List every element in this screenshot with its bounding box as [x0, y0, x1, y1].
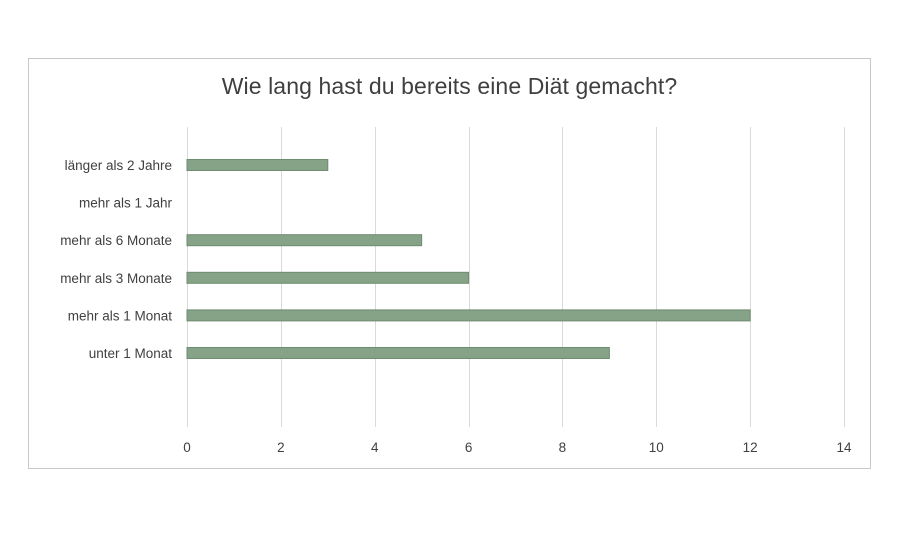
category-label: mehr als 1 Jahr — [79, 196, 173, 211]
bar — [186, 309, 751, 322]
x-tick-label: 4 — [371, 440, 379, 455]
category-label: länger als 2 Jahre — [65, 158, 172, 173]
category-label: mehr als 6 Monate — [60, 233, 172, 248]
x-tick-label: 6 — [465, 440, 473, 455]
x-tick-label: 8 — [559, 440, 567, 455]
bar — [186, 234, 423, 247]
chart-frame: Wie lang hast du bereits eine Diät gemac… — [28, 58, 871, 469]
bar — [186, 347, 610, 359]
x-tick-label: 0 — [183, 440, 191, 455]
x-tick-label: 12 — [743, 440, 758, 455]
category-label: unter 1 Monat — [89, 346, 173, 361]
category-label: mehr als 3 Monate — [60, 271, 172, 286]
bar — [186, 271, 470, 284]
x-axis-tick-labels: 0 2 4 6 8 10 12 14 — [183, 440, 852, 455]
bar — [186, 159, 329, 171]
x-tick-label: 14 — [836, 440, 852, 455]
x-tick-label: 2 — [277, 440, 285, 455]
bars — [186, 159, 751, 359]
x-tick-label: 10 — [649, 440, 664, 455]
category-labels: länger als 2 Jahre mehr als 1 Jahr mehr al… — [60, 158, 172, 361]
chart-title: Wie lang hast du bereits eine Diät gemac… — [221, 73, 678, 99]
category-label: mehr als 1 Monat — [68, 308, 173, 323]
bar-chart: länger als 2 Jahre mehr als 1 Jahr mehr al… — [60, 127, 852, 455]
